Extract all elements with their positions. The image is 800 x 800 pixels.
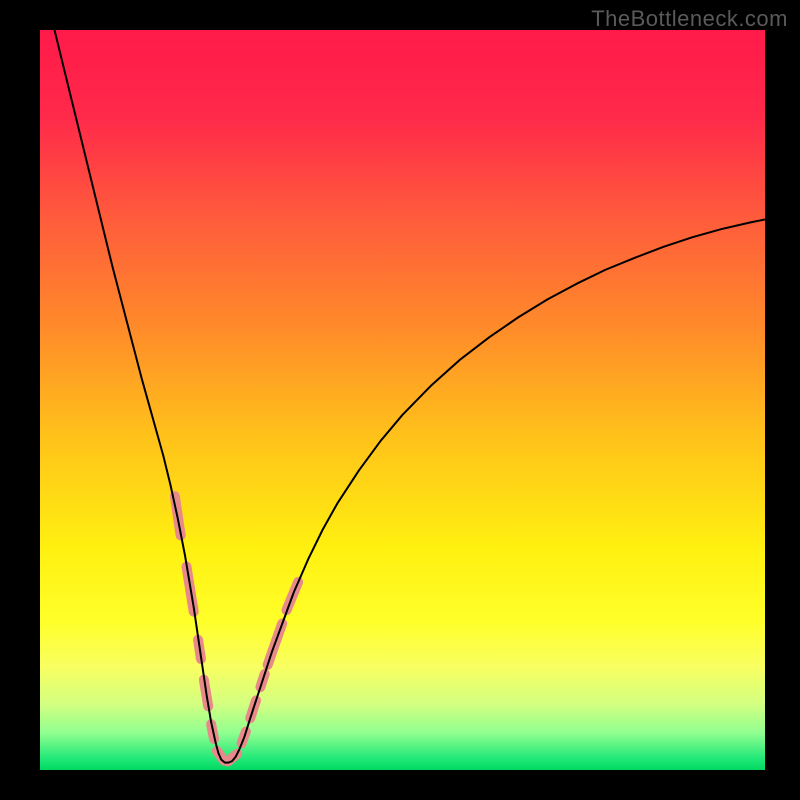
- site-watermark: TheBottleneck.com: [591, 6, 788, 32]
- chart-container: TheBottleneck.com: [0, 0, 800, 800]
- chart-svg: [0, 0, 800, 800]
